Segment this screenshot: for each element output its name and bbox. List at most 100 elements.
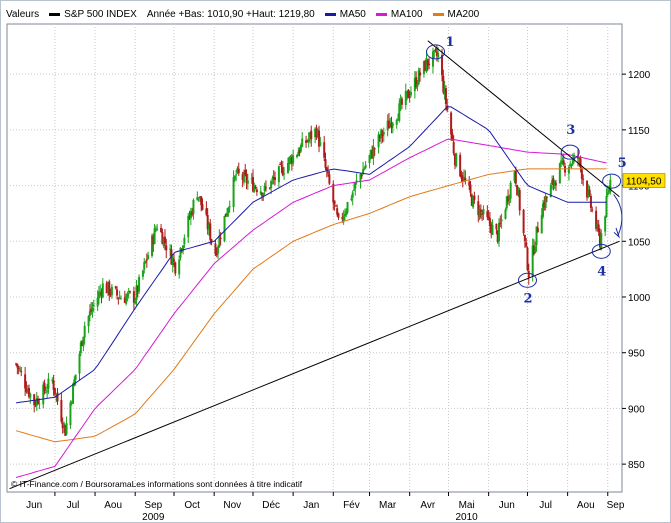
candle-body xyxy=(334,205,337,207)
candle-body xyxy=(261,192,264,197)
candle-body xyxy=(450,112,453,135)
plot-area xyxy=(6,23,623,493)
candle-body xyxy=(500,219,503,222)
candle-body xyxy=(306,140,309,142)
annotation-label: 2 xyxy=(523,291,532,306)
candle-body xyxy=(152,236,155,245)
candle-body xyxy=(570,164,573,166)
candle-body xyxy=(42,384,45,405)
candle-body xyxy=(417,70,420,85)
candle-body xyxy=(380,129,383,139)
annotation-circle xyxy=(602,173,622,189)
candle-body xyxy=(272,177,275,179)
candle-body xyxy=(182,245,185,252)
candle-body xyxy=(486,211,489,218)
candle-body xyxy=(163,236,166,244)
ma200-line xyxy=(15,168,607,443)
candle-body xyxy=(73,379,76,386)
candle-body xyxy=(96,297,99,307)
x-tick-label: Jun xyxy=(499,500,515,511)
candle-body xyxy=(342,216,345,222)
candle-body xyxy=(207,224,210,230)
candle-body xyxy=(233,176,236,180)
candle-body xyxy=(319,142,322,146)
candle-body xyxy=(160,227,163,233)
legend-ma50: MA50 xyxy=(339,9,366,20)
candle-body xyxy=(245,173,248,183)
candle-body xyxy=(323,142,326,158)
candle-body xyxy=(496,230,499,242)
candle-body xyxy=(35,398,38,406)
candle-body xyxy=(224,213,227,217)
legend-swatch-ma100 xyxy=(375,13,387,16)
candle-body xyxy=(132,291,135,303)
candle-body xyxy=(144,261,147,263)
candle-body xyxy=(196,197,199,201)
candle-body xyxy=(368,155,371,164)
candle-body xyxy=(145,259,148,261)
candle-body xyxy=(15,363,18,365)
candle-body xyxy=(51,379,54,381)
x-tick-label: Sep xyxy=(144,500,162,511)
candle-body xyxy=(188,216,191,219)
candle-body xyxy=(179,247,182,258)
candle-body xyxy=(318,130,321,147)
candle-body xyxy=(419,72,422,76)
candle-body xyxy=(72,383,75,404)
chart-legend: Valeurs S&P 500 INDEX Année +Bas: 1010,9… xyxy=(6,9,479,20)
candle-body xyxy=(567,167,570,174)
candle-body xyxy=(252,177,254,192)
candle-body xyxy=(372,146,375,159)
annotation-label: 3 xyxy=(566,123,575,138)
candle-body xyxy=(283,173,286,175)
candle-body xyxy=(604,216,607,232)
candle-body xyxy=(153,228,156,244)
candle-body xyxy=(345,211,348,215)
candle-body xyxy=(355,180,358,182)
candle-body xyxy=(413,78,416,92)
candle-body xyxy=(171,257,174,266)
candle-body xyxy=(138,277,141,292)
candle-body xyxy=(509,182,512,199)
candle-body xyxy=(404,90,407,106)
candle-body xyxy=(56,392,59,402)
candle-body xyxy=(74,374,77,380)
legend-swatch-instrument xyxy=(49,13,61,16)
x-year-label: 2009 xyxy=(142,512,165,523)
candle-body xyxy=(129,291,131,293)
candle-body xyxy=(363,168,366,170)
candle-body xyxy=(286,162,289,174)
candle-body xyxy=(237,168,240,174)
candle-body xyxy=(116,289,119,296)
candle-body xyxy=(83,325,86,338)
candle-body xyxy=(487,216,490,219)
ma100-line xyxy=(15,138,607,478)
candle-body xyxy=(391,123,394,127)
candle-body xyxy=(551,180,554,185)
y-tick-label: 1150 xyxy=(628,126,650,137)
candle-body xyxy=(442,75,445,93)
candle-body xyxy=(52,380,55,391)
candle-body xyxy=(29,393,32,398)
candle-body xyxy=(254,186,257,189)
candle-body xyxy=(189,211,192,219)
candle-body xyxy=(246,180,249,184)
candle-body xyxy=(459,154,462,177)
candle-body xyxy=(191,211,194,215)
candle-body xyxy=(580,168,583,179)
candle-body xyxy=(571,158,574,165)
candle-body xyxy=(165,245,168,251)
candle-body xyxy=(127,290,130,292)
chart-credit: © IT-Finance.com / BoursoramaLes informa… xyxy=(11,479,303,489)
candle-body xyxy=(43,383,46,392)
candle-body xyxy=(219,237,222,239)
candle-body xyxy=(451,133,454,141)
candle-body xyxy=(280,165,283,167)
candle-body xyxy=(37,399,40,404)
candle-body xyxy=(364,165,367,168)
candle-body xyxy=(296,155,299,158)
x-tick-label: Jun xyxy=(26,500,42,511)
candle-body xyxy=(416,84,419,87)
candle-body xyxy=(183,237,186,245)
candle-body xyxy=(154,229,157,231)
